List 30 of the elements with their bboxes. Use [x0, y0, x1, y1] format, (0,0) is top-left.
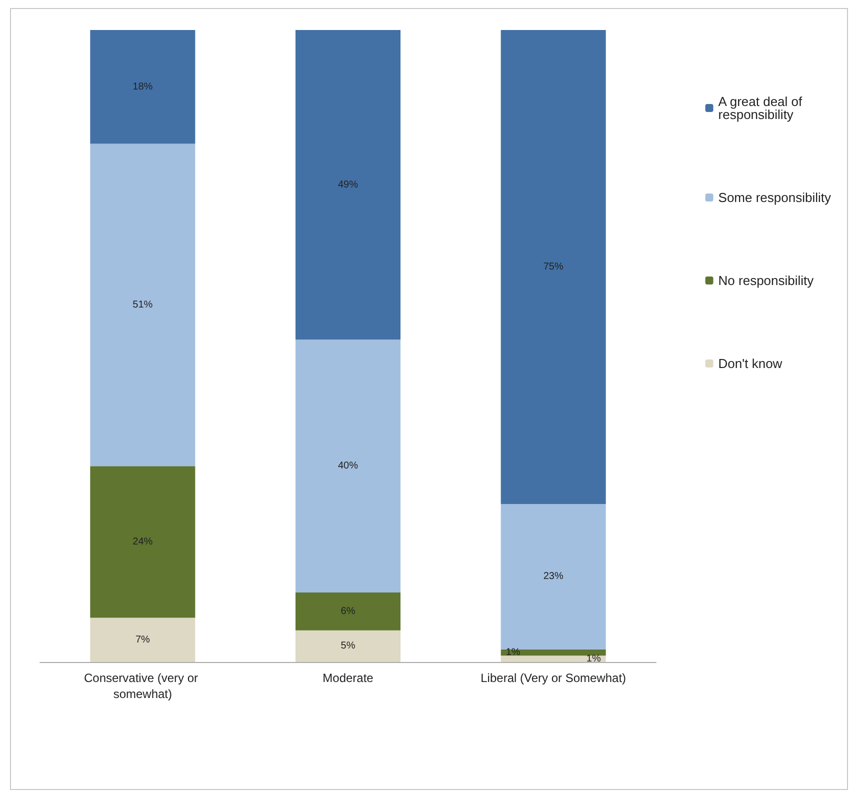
data-label: 40%: [338, 460, 358, 472]
bar: [296, 630, 400, 662]
data-label: 24%: [132, 536, 153, 548]
data-label: 1%: [506, 647, 520, 658]
x-tick-label: Liberal (Very or Somewhat): [480, 671, 626, 685]
data-label: 6%: [340, 606, 356, 617]
legend-label: No responsibility: [718, 273, 814, 288]
bar: [296, 30, 400, 340]
legend-label: A great deal of responsibility: [718, 94, 806, 122]
bar: [500, 656, 606, 662]
data-label: 5%: [340, 640, 356, 652]
bar: [296, 592, 400, 630]
data-label: 49%: [338, 179, 358, 190]
x-tick-label: Moderate: [322, 671, 374, 685]
data-label: 51%: [132, 299, 153, 310]
x-tick-label: Conservative (very or somewhat): [84, 671, 202, 701]
bar: [90, 30, 196, 144]
bar: [500, 504, 606, 650]
data-label: 1%: [586, 653, 601, 664]
bar: [500, 30, 606, 504]
bar: [90, 466, 196, 618]
legend-label: Don't know: [718, 356, 783, 371]
legend-label: Some responsibility: [718, 190, 832, 205]
bar: [90, 618, 196, 662]
bar: [90, 144, 196, 466]
bar: [296, 340, 400, 592]
data-label: 23%: [543, 571, 564, 582]
data-label: 18%: [132, 81, 153, 92]
data-label: 7%: [135, 634, 150, 646]
data-label: 75%: [543, 262, 564, 272]
